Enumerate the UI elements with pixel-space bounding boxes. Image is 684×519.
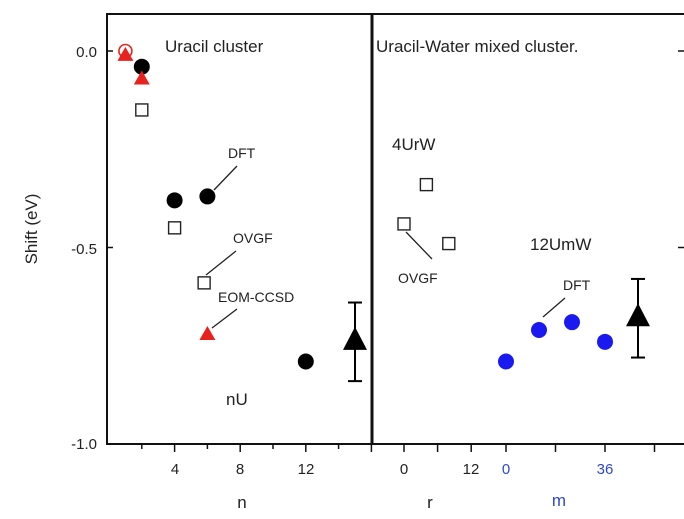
annotation-eom-ccsd: EOM-CCSD: [218, 289, 294, 305]
y-axis-label: Shift (eV): [22, 194, 41, 265]
x-axis-label-n: n: [237, 493, 246, 512]
arrow-dft-right: [542, 297, 566, 318]
data-point-errorbar: [626, 277, 650, 359]
data-point: [297, 353, 314, 370]
data-point: [531, 322, 547, 339]
data-point: [166, 192, 183, 209]
data-point: [564, 314, 580, 331]
data-point: [397, 217, 411, 231]
data-point: [133, 58, 150, 75]
annotation-4urw: 4UrW: [392, 135, 435, 154]
annotation-ovgf: OVGF: [233, 230, 273, 246]
x-tick-label-r: 12: [463, 461, 480, 478]
data-point: [167, 221, 182, 235]
arrow-eom: [211, 308, 238, 329]
data-point: [419, 177, 434, 192]
annotation-12umw: 12UmW: [530, 235, 591, 254]
x-axis-label-r: r: [427, 493, 433, 512]
data-point: [442, 236, 456, 251]
data-point: [133, 70, 150, 85]
x-tick-label: 4: [171, 461, 179, 478]
data-point: [343, 326, 367, 350]
x-tick-label-r: 0: [400, 461, 408, 478]
data-point: [199, 188, 216, 205]
data-point: [118, 43, 133, 59]
x-tick-label: 8: [236, 461, 244, 478]
annotation-dft: DFT: [228, 145, 256, 161]
annotation-arrows: [205, 165, 566, 329]
annotation-dft-right: DFT: [563, 277, 591, 293]
data-point: [199, 325, 216, 340]
y-tick-label: 0.0: [76, 44, 97, 61]
arrow-ovgf: [205, 250, 237, 276]
data-point: [197, 276, 211, 290]
data-point: [626, 303, 650, 327]
right-panel-title: Uracil-Water mixed cluster.: [376, 37, 578, 56]
left-panel-title: Uracil cluster: [165, 37, 264, 56]
y-tick-label: -0.5: [71, 241, 97, 258]
y-tick-label: -1.0: [71, 436, 97, 453]
data-point: [135, 103, 149, 117]
x-tick-label: 12: [298, 461, 315, 478]
arrow-ovgf-right: [405, 231, 433, 260]
arrow-dft: [213, 165, 238, 191]
x-axis-label-m: m: [552, 491, 566, 510]
x-tick-label-m: 0: [502, 461, 510, 478]
x-tick-label-m: 36: [597, 461, 614, 478]
data-point: [117, 46, 134, 61]
tick-marks: [107, 50, 684, 452]
annotation-nu: nU: [226, 390, 248, 409]
plot-frame: [106, 13, 684, 445]
annotation-ovgf-right: OVGF: [398, 270, 438, 286]
data-point: [498, 353, 514, 370]
data-point-errorbar: [343, 301, 367, 383]
data-point: [597, 333, 613, 350]
